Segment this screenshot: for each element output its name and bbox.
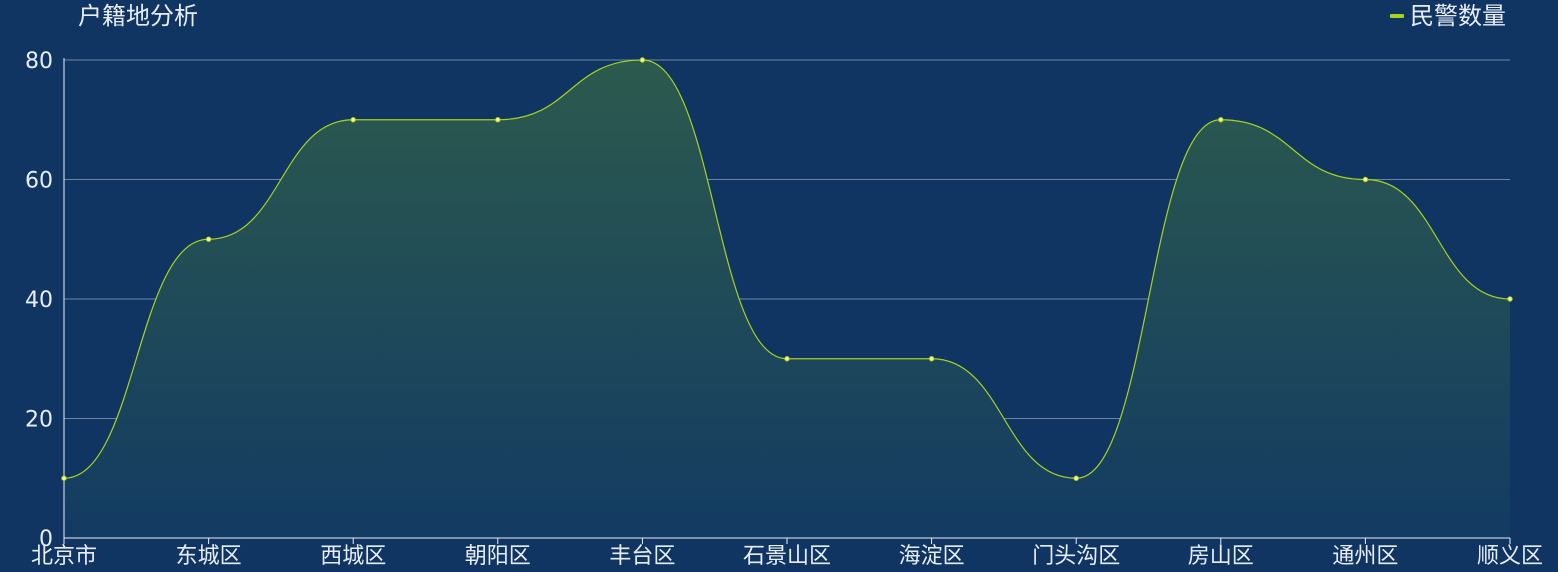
chart-title: 户籍地分析 xyxy=(78,2,198,30)
x-tick-label: 东城区 xyxy=(176,544,242,569)
y-tick-label: 0 xyxy=(39,527,53,552)
data-point[interactable] xyxy=(61,475,67,481)
area-layer xyxy=(64,60,1510,538)
data-point[interactable] xyxy=(1218,117,1224,123)
points-layer xyxy=(61,57,1513,481)
data-point[interactable] xyxy=(928,356,935,362)
legend[interactable]: 民警数量 xyxy=(1390,1,1506,31)
x-tick-label: 石景山区 xyxy=(743,544,831,569)
y-tick-label: 60 xyxy=(25,169,53,194)
labels-layer: 0 20 40 60 80 北京市 东城区 西城区 朝阳区 丰台区 石景山区 海淀区 门头沟区 房山区 通州… xyxy=(25,49,1543,569)
legend-swatch xyxy=(1390,14,1404,18)
data-point[interactable] xyxy=(1507,296,1513,302)
y-tick-label: 20 xyxy=(25,408,53,433)
y-tick-label: 40 xyxy=(25,288,53,313)
series-area xyxy=(64,60,1510,538)
x-tick-label: 朝阳区 xyxy=(465,544,531,569)
x-tick-label: 北京市 xyxy=(31,544,97,569)
data-point[interactable] xyxy=(784,356,790,362)
x-tick-label: 海淀区 xyxy=(899,544,965,569)
x-tick-label: 顺义区 xyxy=(1477,544,1543,569)
x-tick-label: 通州区 xyxy=(1332,544,1398,569)
legend-label: 民警数量 xyxy=(1410,2,1506,30)
axis-layer xyxy=(63,58,1511,544)
data-point[interactable] xyxy=(350,117,356,123)
data-point[interactable] xyxy=(639,57,646,63)
data-point[interactable] xyxy=(205,236,212,242)
x-tick-label: 房山区 xyxy=(1188,544,1254,569)
data-point[interactable] xyxy=(1073,475,1079,481)
x-tick-label: 西城区 xyxy=(320,544,386,569)
data-point[interactable] xyxy=(495,117,501,123)
x-tick-label: 门头沟区 xyxy=(1032,544,1120,569)
x-tick-label: 丰台区 xyxy=(609,544,675,569)
data-point[interactable] xyxy=(1362,176,1369,183)
y-tick-label: 80 xyxy=(25,49,53,74)
